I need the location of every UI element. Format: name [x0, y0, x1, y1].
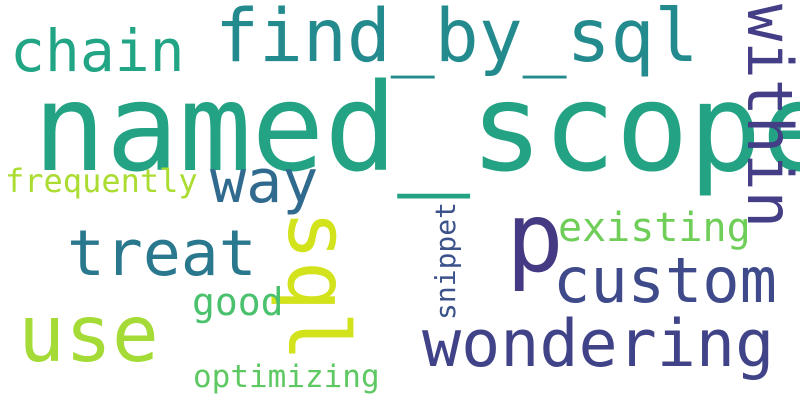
word-custom: custom [553, 244, 777, 317]
word-treat: treat [67, 217, 257, 290]
word-p: p [506, 182, 564, 294]
word-sql: sql [269, 210, 367, 362]
word-good: good [192, 280, 284, 324]
word-named-scope: named_scope [33, 58, 800, 199]
word-wondering: wondering [422, 307, 775, 382]
word-chain: chain [10, 17, 185, 85]
word-way: way [210, 147, 319, 217]
word-optimizing: optimizing [193, 359, 380, 395]
word-existing: existing [558, 205, 751, 251]
word-frequently: frequently [5, 162, 198, 200]
word-find-by-sql: find_by_sql [215, 0, 699, 79]
word-use: use [18, 290, 159, 380]
word-within: within [733, 4, 800, 228]
word-snippet: snippet [429, 201, 462, 320]
